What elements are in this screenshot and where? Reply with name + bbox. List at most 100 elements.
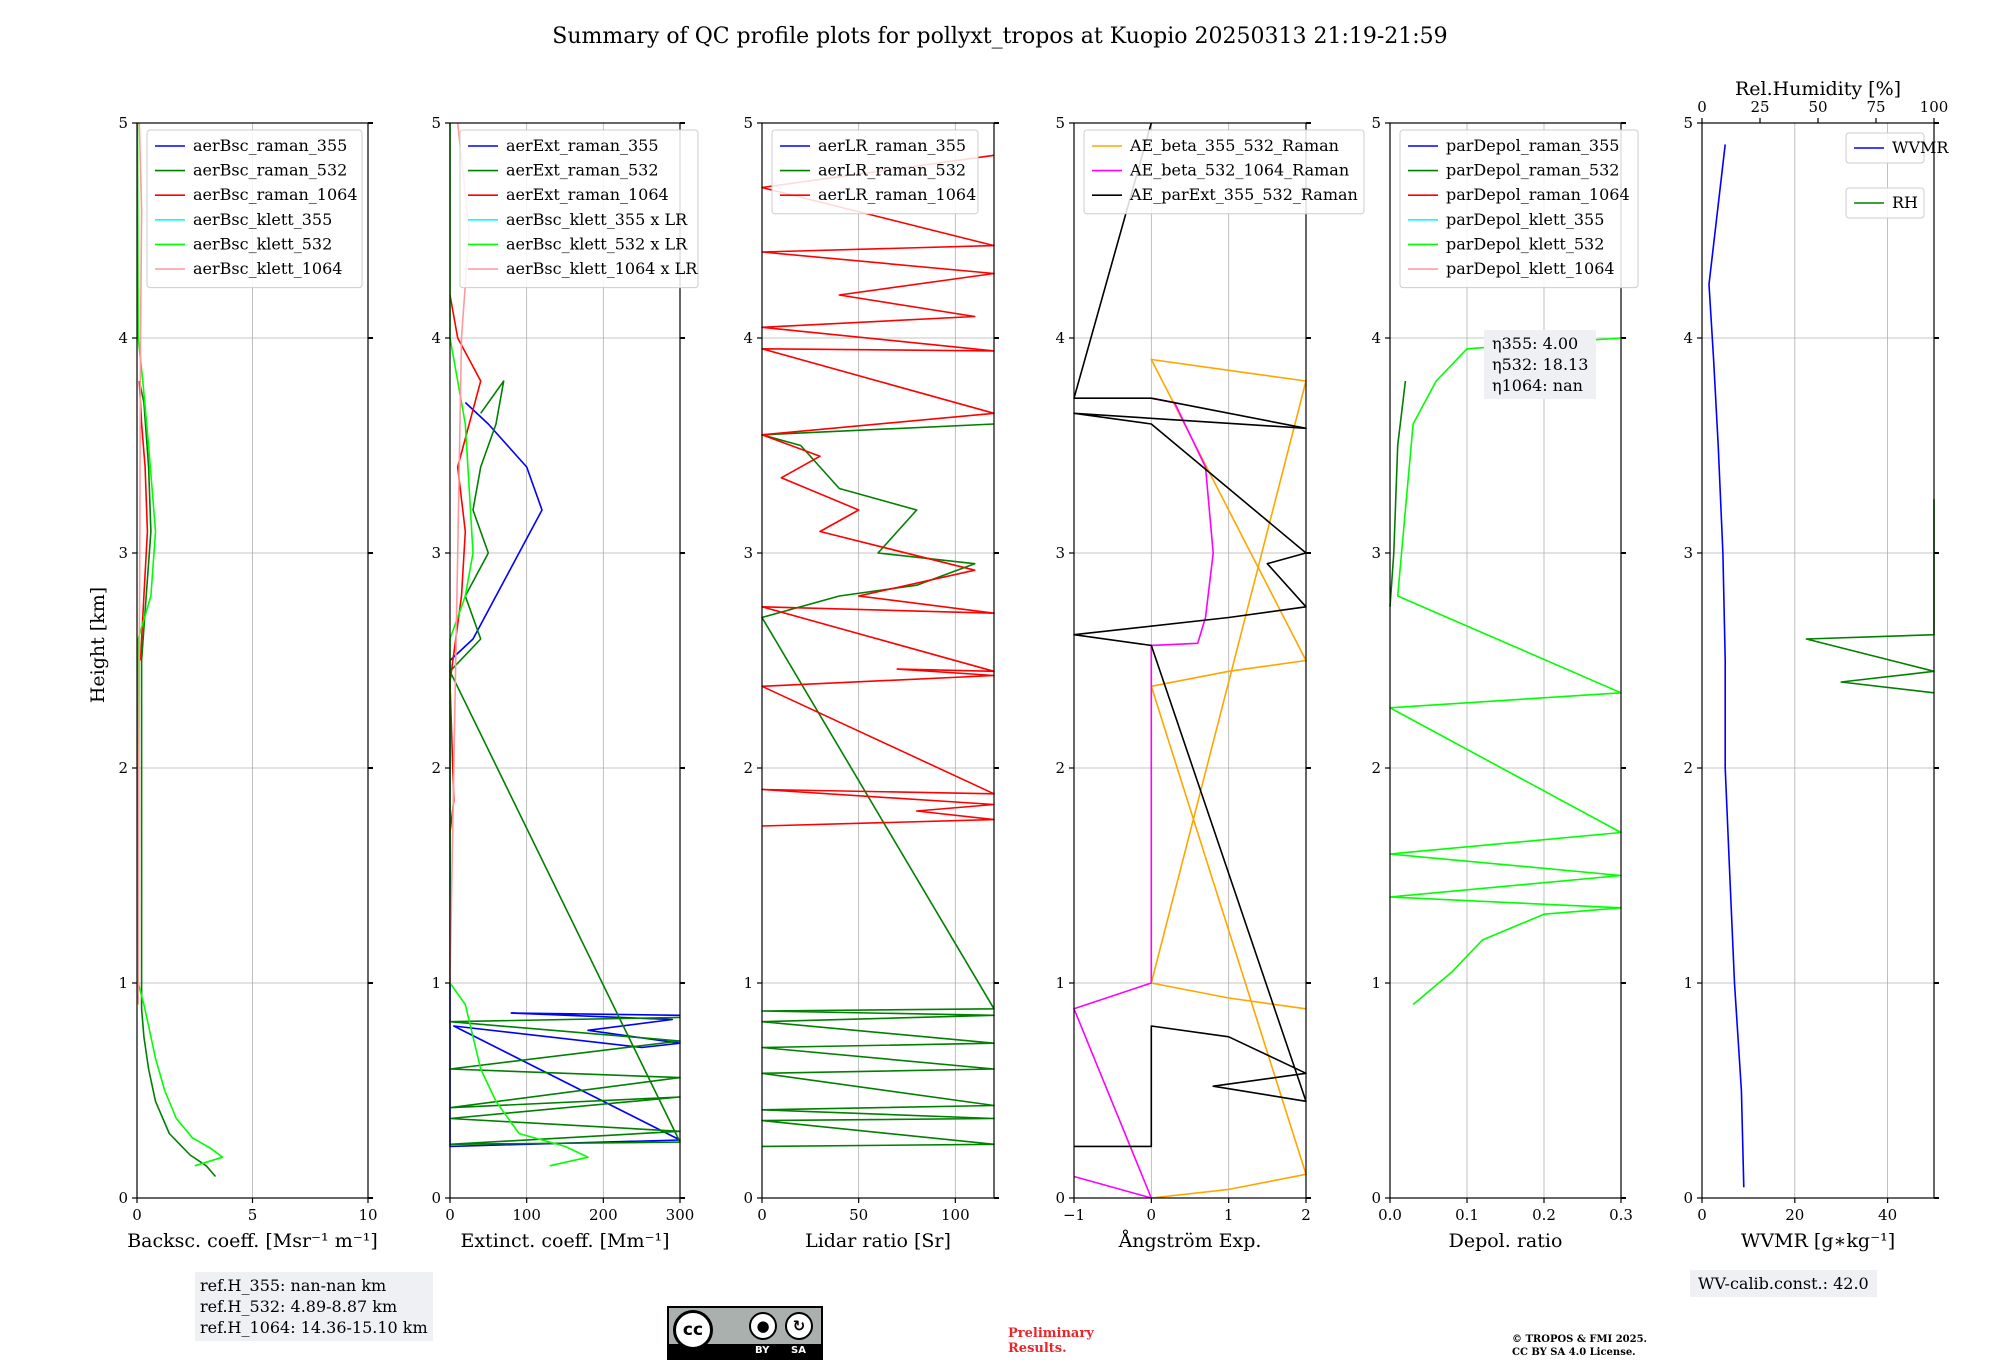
series-line-parDepol_klett_532	[1389, 337, 1622, 1006]
x-tick-label: 10	[358, 1206, 377, 1224]
ref-height-1064: ref.H_1064: 14.36-15.10 km	[200, 1318, 428, 1337]
x-tick-label: 0	[757, 1206, 767, 1224]
copyright-note: © TROPOS & FMI 2025. CC BY SA 4.0 Licens…	[1512, 1333, 1647, 1359]
y-tick-label: 3	[743, 544, 753, 562]
series-line-aerExt_raman_1064	[449, 294, 482, 833]
legend-entry-label: aerBsc_raman_1064	[193, 185, 358, 204]
y-tick-label: 4	[1055, 329, 1065, 347]
x-tick-label: 100	[941, 1206, 970, 1224]
y-tick-label: 0	[118, 1189, 128, 1207]
x-tick-label: 300	[666, 1206, 695, 1224]
eta-532: η532: 18.13	[1492, 355, 1589, 374]
legend: aerExt_raman_355 aerExt_raman_532 aerExt_r…	[459, 129, 699, 289]
legend-box	[1083, 129, 1365, 215]
x-tick-label: 0	[445, 1206, 455, 1224]
legend: WVMR RH	[1845, 132, 1949, 219]
y-tick-label: 3	[1371, 544, 1381, 562]
legend: aerLR_raman_355 aerLR_raman_532 aerLR_rama…	[771, 129, 979, 215]
x-tick-label: 0.3	[1609, 1206, 1633, 1224]
panel-frame	[1073, 122, 1307, 1199]
y-tick-label: 0	[1683, 1189, 1693, 1207]
series-line-aerBsc_raman_532	[138, 380, 217, 1178]
legend-entry-label: parDepol_klett_1064	[1446, 259, 1615, 278]
series-line-RH	[1805, 499, 1935, 694]
legend-entry-label: aerLR_raman_1064	[818, 185, 976, 204]
legend: AE_beta_355_532_Raman AE_beta_532_1064_Ra…	[1083, 129, 1365, 215]
y-tick-label: 3	[1683, 544, 1693, 562]
y-tick-label: 1	[118, 974, 128, 992]
y-tick-label: 4	[743, 329, 753, 347]
y-tick-label: 1	[1055, 974, 1065, 992]
y-tick-label: 5	[1683, 114, 1693, 132]
x-tick-label: 200	[589, 1206, 618, 1224]
series-line-AE_parExt_355_532_Raman	[1073, 122, 1307, 1148]
series-line-parDepol_raman_532	[1389, 380, 1407, 607]
legend-entry-label: aerExt_raman_1064	[506, 185, 669, 204]
x-tick-label: 0.2	[1532, 1206, 1556, 1224]
legend-box	[1399, 129, 1639, 289]
legend-entry-label: aerExt_raman_532	[506, 161, 659, 180]
sa-label: SA	[791, 1345, 806, 1356]
y-tick-label: 1	[743, 974, 753, 992]
y-tick-label: 2	[743, 759, 753, 777]
legend-entry-label: aerExt_raman_355	[506, 136, 659, 155]
legend-box	[771, 129, 979, 215]
x-tick-label: 100	[512, 1206, 541, 1224]
y-tick-label: 1	[1683, 974, 1693, 992]
y-tick-label: 3	[118, 544, 128, 562]
series-line-WVMR	[1708, 144, 1745, 1188]
legend-entry-label: aerBsc_raman_532	[193, 161, 347, 180]
legend-box	[459, 129, 699, 289]
x-tick-label: 0	[1147, 1206, 1157, 1224]
x-tick-label: 0.0	[1378, 1206, 1402, 1224]
legend-entry-label: aerLR_raman_532	[818, 161, 966, 180]
y-tick-label: 2	[1055, 759, 1065, 777]
series-line-AE_beta_532_1064_Raman	[1073, 397, 1214, 1199]
y-tick-label: 2	[1371, 759, 1381, 777]
y-tick-label: 4	[431, 329, 441, 347]
y-tick-label: 5	[1371, 114, 1381, 132]
copyright-line-2: CC BY SA 4.0 License.	[1512, 1347, 1636, 1358]
y-tick-label: 2	[118, 759, 128, 777]
series-line-aerBsc_klett_1064	[137, 122, 143, 1005]
y-tick-label: 0	[431, 1189, 441, 1207]
x-tick-label: 20	[1785, 1206, 1804, 1224]
legend-entry-label: parDepol_raman_532	[1446, 161, 1619, 180]
x-tick-label: 0	[132, 1206, 142, 1224]
x-tick-label: 1	[1224, 1206, 1234, 1224]
top-x-tick-label: 75	[1866, 98, 1885, 116]
x-tick-label: −1	[1063, 1206, 1085, 1224]
ref-height-355: ref.H_355: nan-nan km	[200, 1276, 387, 1295]
panel-frame	[1701, 122, 1935, 1199]
eta-355: η355: 4.00	[1492, 334, 1579, 353]
legend-entry-label: AE_beta_532_1064_Raman	[1129, 161, 1349, 180]
panel-frame	[1389, 122, 1622, 1199]
x-tick-label: 40	[1878, 1206, 1897, 1224]
share-alike-icon: ↻	[785, 1312, 813, 1340]
legend-entry-label: AE_parExt_355_532_Raman	[1129, 185, 1358, 204]
y-tick-label: 0	[743, 1189, 753, 1207]
copyright-line-1: © TROPOS & FMI 2025.	[1512, 1334, 1648, 1345]
eta-1064: η1064: nan	[1492, 376, 1583, 395]
legend-entry-label: WVMR	[1892, 138, 1949, 157]
cc-license-badge: cc ● ↻ BY SA	[667, 1306, 823, 1360]
y-tick-label: 5	[743, 114, 753, 132]
x-axis-label: Extinct. coeff. [Mm⁻¹]	[460, 1230, 669, 1252]
wv-calibration-constant: WV-calib.const.: 42.0	[1698, 1274, 1869, 1293]
y-tick-label: 1	[1371, 974, 1381, 992]
y-tick-label: 0	[1371, 1189, 1381, 1207]
y-tick-label: 4	[1683, 329, 1693, 347]
series-line-aerBsc_raman_1064	[138, 380, 149, 661]
chart-panel-5: 0 1 2 3 4 5 0.0 0.1 0.2 0.3 Depol. ratio parDepol_r…	[1371, 114, 1639, 1252]
legend-entry-label: aerBsc_klett_532 x LR	[506, 234, 688, 253]
y-tick-label: 2	[431, 759, 441, 777]
x-tick-label: 0	[1697, 1206, 1707, 1224]
legend-entry-label: parDepol_klett_532	[1446, 234, 1604, 253]
x-tick-label: 50	[849, 1206, 868, 1224]
by-label: BY	[755, 1345, 770, 1356]
legend-entry-label: aerBsc_raman_355	[193, 136, 347, 155]
